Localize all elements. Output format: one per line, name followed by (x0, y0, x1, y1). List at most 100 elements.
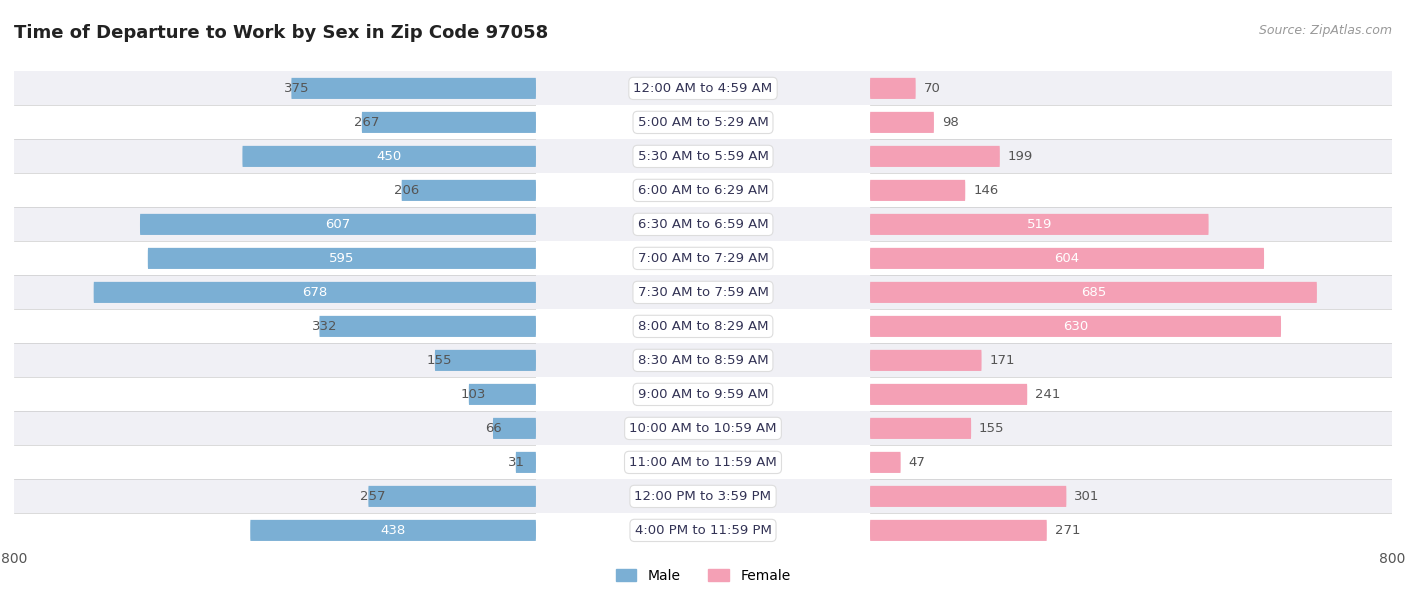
Bar (14, 343, 536, 377)
Bar (536, 71, 870, 105)
Text: 11:00 AM to 11:59 AM: 11:00 AM to 11:59 AM (628, 456, 778, 469)
Text: 6:00 AM to 6:29 AM: 6:00 AM to 6:29 AM (638, 184, 768, 197)
Text: 607: 607 (325, 218, 350, 231)
Text: 678: 678 (302, 286, 328, 299)
Bar (536, 242, 870, 275)
Text: 199: 199 (1008, 150, 1033, 163)
FancyBboxPatch shape (870, 282, 1317, 303)
Bar (536, 309, 870, 343)
Text: 9:00 AM to 9:59 AM: 9:00 AM to 9:59 AM (638, 388, 768, 401)
Text: 8:00 AM to 8:29 AM: 8:00 AM to 8:29 AM (638, 320, 768, 333)
Text: 98: 98 (942, 116, 959, 129)
Text: 5:30 AM to 5:59 AM: 5:30 AM to 5:59 AM (637, 150, 769, 163)
FancyBboxPatch shape (319, 316, 536, 337)
Bar (14, 173, 536, 208)
FancyBboxPatch shape (870, 384, 1028, 405)
Bar (14, 139, 536, 173)
FancyBboxPatch shape (870, 214, 1209, 235)
FancyBboxPatch shape (148, 248, 536, 269)
Text: 257: 257 (360, 490, 387, 503)
Text: 70: 70 (924, 82, 941, 95)
Text: 10:00 AM to 10:59 AM: 10:00 AM to 10:59 AM (630, 422, 776, 435)
FancyBboxPatch shape (494, 418, 536, 439)
FancyBboxPatch shape (94, 282, 536, 303)
Bar (14, 309, 536, 343)
Text: 146: 146 (973, 184, 998, 197)
Bar (870, 446, 1392, 480)
Text: Source: ZipAtlas.com: Source: ZipAtlas.com (1258, 24, 1392, 37)
FancyBboxPatch shape (361, 112, 536, 133)
Bar (14, 275, 536, 309)
Text: 66: 66 (485, 422, 502, 435)
Text: 375: 375 (284, 82, 309, 95)
Bar (870, 275, 1392, 309)
Bar (870, 71, 1392, 105)
Bar (870, 242, 1392, 275)
Text: 7:30 AM to 7:59 AM: 7:30 AM to 7:59 AM (637, 286, 769, 299)
Bar (870, 343, 1392, 377)
Text: 271: 271 (1054, 524, 1080, 537)
Bar (14, 480, 536, 513)
Text: 604: 604 (1054, 252, 1080, 265)
FancyBboxPatch shape (468, 384, 536, 405)
FancyBboxPatch shape (870, 112, 934, 133)
Bar (536, 208, 870, 242)
FancyBboxPatch shape (434, 350, 536, 371)
Text: 301: 301 (1074, 490, 1099, 503)
FancyBboxPatch shape (870, 486, 1066, 507)
FancyBboxPatch shape (141, 214, 536, 235)
Bar (870, 513, 1392, 547)
Text: 267: 267 (354, 116, 380, 129)
FancyBboxPatch shape (870, 452, 901, 473)
Bar (870, 411, 1392, 446)
Text: 241: 241 (1035, 388, 1060, 401)
Text: 12:00 AM to 4:59 AM: 12:00 AM to 4:59 AM (634, 82, 772, 95)
Text: 685: 685 (1081, 286, 1107, 299)
Bar (14, 377, 536, 411)
Bar (536, 343, 870, 377)
Bar (870, 208, 1392, 242)
Text: 595: 595 (329, 252, 354, 265)
Bar (536, 173, 870, 208)
Bar (536, 377, 870, 411)
Bar (14, 513, 536, 547)
Bar (870, 139, 1392, 173)
FancyBboxPatch shape (870, 146, 1000, 167)
Bar (870, 480, 1392, 513)
FancyBboxPatch shape (870, 78, 915, 99)
Bar (14, 242, 536, 275)
Text: 31: 31 (508, 456, 524, 469)
Bar (14, 411, 536, 446)
Bar (870, 309, 1392, 343)
Bar (536, 139, 870, 173)
FancyBboxPatch shape (402, 180, 536, 201)
Text: 155: 155 (979, 422, 1004, 435)
FancyBboxPatch shape (870, 520, 1047, 541)
Text: 519: 519 (1026, 218, 1052, 231)
Bar (536, 480, 870, 513)
Text: 6:30 AM to 6:59 AM: 6:30 AM to 6:59 AM (638, 218, 768, 231)
Text: 7:00 AM to 7:29 AM: 7:00 AM to 7:29 AM (638, 252, 768, 265)
FancyBboxPatch shape (870, 350, 981, 371)
Bar (14, 208, 536, 242)
Text: 4:00 PM to 11:59 PM: 4:00 PM to 11:59 PM (634, 524, 772, 537)
Text: 332: 332 (312, 320, 337, 333)
Text: 5:00 AM to 5:29 AM: 5:00 AM to 5:29 AM (638, 116, 768, 129)
Text: 206: 206 (394, 184, 419, 197)
FancyBboxPatch shape (870, 248, 1264, 269)
Bar (14, 71, 536, 105)
Text: 171: 171 (990, 354, 1015, 367)
Bar (14, 105, 536, 139)
Bar (870, 105, 1392, 139)
Legend: Male, Female: Male, Female (610, 563, 796, 588)
FancyBboxPatch shape (250, 520, 536, 541)
FancyBboxPatch shape (870, 180, 966, 201)
Text: 438: 438 (381, 524, 406, 537)
FancyBboxPatch shape (870, 418, 972, 439)
Bar (536, 105, 870, 139)
Bar (536, 446, 870, 480)
Text: 630: 630 (1063, 320, 1088, 333)
Text: 103: 103 (461, 388, 486, 401)
FancyBboxPatch shape (516, 452, 536, 473)
FancyBboxPatch shape (368, 486, 536, 507)
